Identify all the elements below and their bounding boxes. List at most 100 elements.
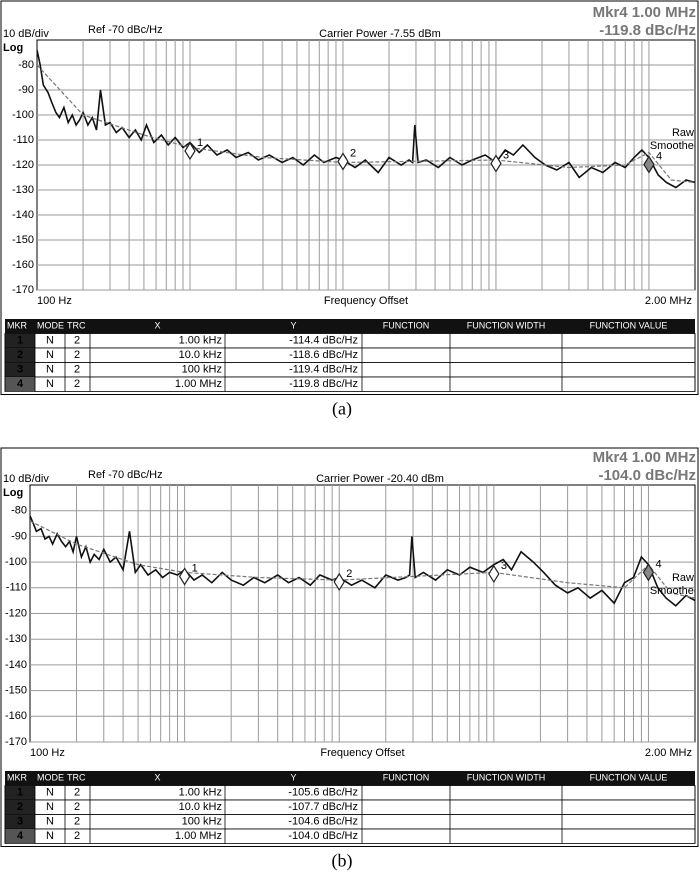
- y-tick-label: -150: [5, 685, 27, 697]
- row-index-bg: [5, 333, 35, 348]
- y-tick-label: -90: [18, 84, 34, 96]
- table-header: X: [154, 773, 160, 783]
- table-cell: 1.00 kHz: [179, 335, 222, 347]
- ref-label: Ref -70 dBc/Hz: [88, 469, 163, 481]
- x-tick-label: 2.00 MHz: [645, 747, 692, 759]
- table-cell: 100 kHz: [182, 816, 222, 828]
- table-header: FUNCTION WIDTH: [467, 773, 546, 783]
- x-tick-label: 100 Hz: [37, 295, 72, 307]
- marker-label: 4: [656, 150, 662, 162]
- table-cell: 2: [74, 816, 80, 828]
- y-tick-label: -150: [12, 234, 34, 246]
- legend-entry: Smoothed: [650, 140, 700, 152]
- table-cell: N: [46, 801, 54, 813]
- table-header-bg: [5, 771, 695, 786]
- table-cell: -114.4 dBc/Hz: [289, 335, 358, 347]
- chart-title: Carrier Power -7.55 dBm: [319, 28, 441, 40]
- scale-type: Log: [3, 42, 23, 54]
- table-cell: 3: [17, 364, 23, 376]
- row-index-bg: [5, 785, 35, 800]
- panel-frame: [0, 0, 699, 395]
- table-cell: 1.00 MHz: [175, 378, 222, 390]
- x-tick-label: 2.00 MHz: [645, 295, 692, 307]
- table-cell: -104.0 dBc/Hz: [288, 830, 358, 842]
- trace-line: [30, 515, 695, 607]
- marker-readout: Mkr4 1.00 MHz: [593, 449, 696, 466]
- table-cell: 4: [17, 378, 24, 390]
- table-header: Y: [290, 321, 296, 331]
- y-tick-label: -120: [5, 607, 27, 619]
- marker: [488, 564, 500, 584]
- table-header: FUNCTION VALUE: [590, 321, 668, 331]
- table-cell: 1: [17, 335, 23, 347]
- table-cell: N: [46, 364, 54, 376]
- table-cell: -104.6 dBc/Hz: [288, 816, 358, 828]
- table-cell: -107.7 dBc/Hz: [288, 801, 358, 813]
- marker-label: 4: [655, 558, 661, 570]
- y-tick-label: -130: [5, 633, 27, 645]
- table-header: FUNCTION: [383, 773, 430, 783]
- legend-entry: Smoothed: [650, 585, 700, 597]
- y-tick-label: -170: [12, 284, 34, 296]
- marker-label: 1: [197, 137, 203, 149]
- table-cell: 2: [74, 787, 80, 799]
- y-tick-label: -120: [12, 159, 34, 171]
- marker: [333, 572, 345, 592]
- table-header: MODE: [37, 321, 64, 331]
- y-tick-label: -140: [5, 659, 27, 671]
- y-tick-label: -100: [12, 109, 34, 121]
- y-tick-label: -130: [12, 184, 34, 196]
- legend-entry: Raw: [672, 127, 694, 139]
- scale-label: 10 dB/div: [3, 473, 49, 485]
- row-index-bg: [5, 829, 35, 844]
- table-cell: 2: [74, 335, 80, 347]
- table-cell: 10.0 kHz: [179, 349, 222, 361]
- marker: [184, 141, 196, 161]
- marker-label: 3: [501, 560, 507, 572]
- table-header: Y: [290, 773, 296, 783]
- table-cell: 2: [74, 830, 80, 842]
- y-tick-label: -100: [5, 556, 27, 568]
- marker-readout: -104.0 dBc/Hz: [598, 467, 696, 484]
- table-cell: 2: [74, 801, 80, 813]
- x-tick-label: 100 Hz: [30, 747, 65, 759]
- y-tick-label: -80: [18, 59, 34, 71]
- row-index-bg: [5, 377, 35, 392]
- marker: [337, 152, 349, 171]
- caption: (a): [332, 399, 352, 420]
- row-index-bg: [5, 814, 35, 829]
- caption: (b): [332, 851, 353, 872]
- table-cell: 2: [17, 801, 23, 813]
- marker: [643, 155, 655, 174]
- y-tick-label: -110: [13, 134, 34, 146]
- table-header: TRC: [67, 773, 86, 783]
- table-header: FUNCTION WIDTH: [467, 321, 546, 331]
- table-header: MKR: [7, 773, 28, 783]
- table-cell: -105.6 dBc/Hz: [288, 787, 358, 799]
- marker-label: 2: [346, 568, 352, 580]
- table-header: MODE: [37, 773, 64, 783]
- table-cell: 2: [74, 378, 80, 390]
- table-header: FUNCTION VALUE: [590, 773, 668, 783]
- table-cell: N: [46, 816, 54, 828]
- table-cell: -118.6 dBc/Hz: [289, 349, 358, 361]
- x-axis-label: Frequency Offset: [324, 295, 408, 307]
- y-tick-label: -160: [12, 259, 34, 271]
- scale-type: Log: [3, 487, 23, 499]
- table-header: MKR: [7, 321, 28, 331]
- x-axis-label: Frequency Offset: [320, 747, 404, 759]
- trace-line: [37, 49, 695, 189]
- marker: [178, 567, 191, 586]
- table-cell: 1: [17, 787, 23, 799]
- panel-frame: [0, 447, 699, 847]
- table-cell: N: [46, 830, 54, 842]
- table-cell: 100 kHz: [182, 364, 222, 376]
- marker-readout: Mkr4 1.00 MHz: [593, 4, 696, 21]
- row-index-bg: [5, 362, 35, 377]
- y-tick-label: -90: [11, 530, 27, 542]
- y-tick-label: -110: [6, 582, 27, 594]
- chart-title: Carrier Power -20.40 dBm: [316, 473, 444, 485]
- table-cell: -119.4 dBc/Hz: [289, 364, 358, 376]
- ref-label: Ref -70 dBc/Hz: [88, 24, 163, 36]
